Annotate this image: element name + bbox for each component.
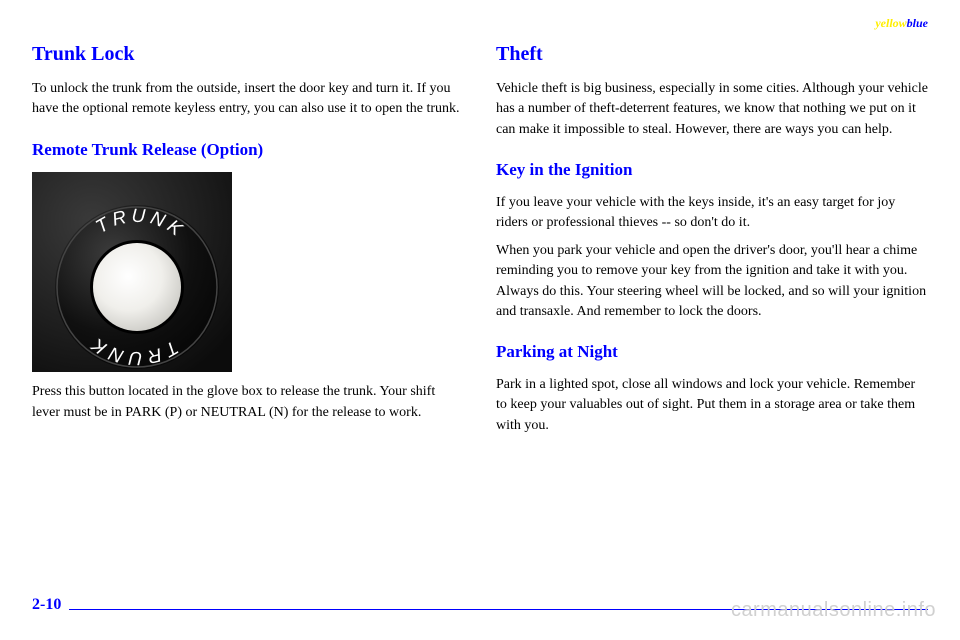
text-theft: Vehicle theft is big business, especiall…	[496, 79, 928, 140]
right-column: Theft Vehicle theft is big business, esp…	[496, 40, 928, 584]
text-remote-trunk-release: Press this button located in the glove b…	[32, 382, 464, 423]
content-columns: Trunk Lock To unlock the trunk from the …	[32, 40, 928, 584]
heading-trunk-lock: Trunk Lock	[32, 40, 464, 69]
text-key-ignition-1: If you leave your vehicle with the keys …	[496, 193, 928, 234]
header-color-label: yellowblue	[875, 16, 928, 31]
text-parking-night: Park in a lighted spot, close all window…	[496, 375, 928, 436]
heading-remote-trunk-release: Remote Trunk Release (Option)	[32, 138, 464, 163]
text-key-ignition-2: When you park your vehicle and open the …	[496, 241, 928, 322]
header-blue-text: blue	[907, 16, 928, 30]
page: yellowblue Trunk Lock To unlock the trun…	[0, 0, 960, 640]
heading-parking-at-night: Parking at Night	[496, 340, 928, 365]
heading-key-in-ignition: Key in the Ignition	[496, 158, 928, 183]
text-trunk-lock: To unlock the trunk from the outside, in…	[32, 79, 464, 120]
heading-theft: Theft	[496, 40, 928, 69]
watermark: carmanualsonline.info	[731, 599, 936, 622]
page-number: 2-10	[32, 596, 69, 614]
trunk-button-image: TRUNK TRUNK	[32, 172, 232, 372]
header-yellow-text: yellow	[875, 16, 906, 30]
left-column: Trunk Lock To unlock the trunk from the …	[32, 40, 464, 584]
